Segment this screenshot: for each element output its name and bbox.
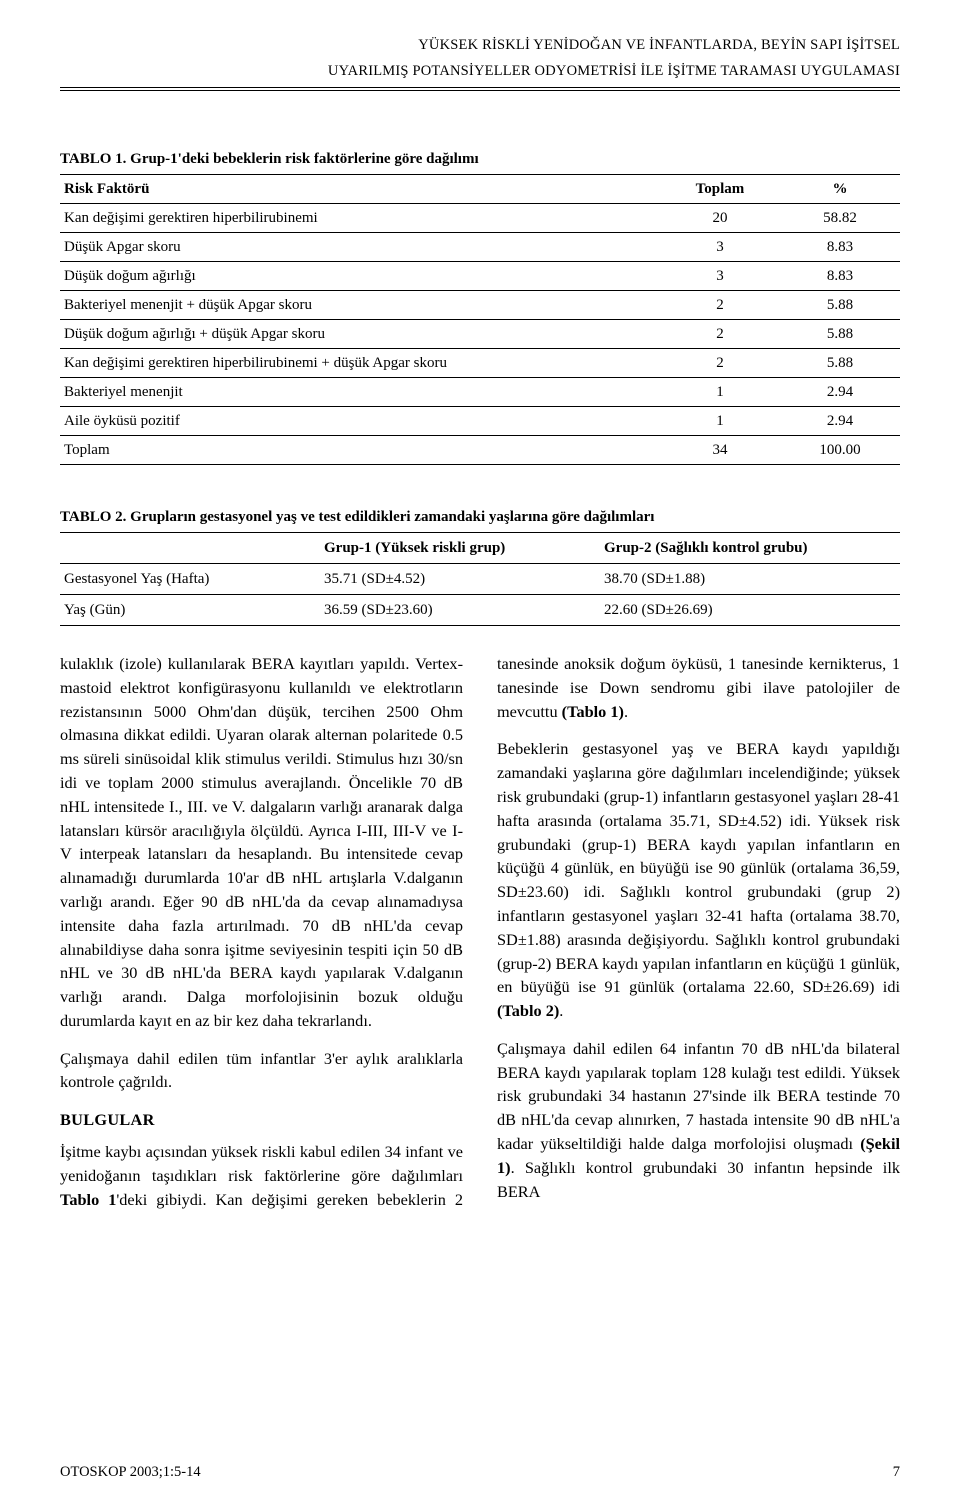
table2-h1: Grup-1 (Yüksek riskli grup) <box>320 533 600 564</box>
table-row: Kan değişimi gerektiren hiperbilirubinem… <box>60 204 900 233</box>
cell: 2.94 <box>780 378 900 407</box>
text-run: Çalışmaya dahil edilen 64 infantın 70 dB… <box>497 1039 900 1153</box>
cell: 34 <box>660 436 780 465</box>
cell: 5.88 <box>780 349 900 378</box>
text-run-bold: Tablo 1 <box>60 1190 116 1209</box>
table-row: Düşük Apgar skoru38.83 <box>60 233 900 262</box>
cell: 3 <box>660 262 780 291</box>
cell: Kan değişimi gerektiren hiperbilirubinem… <box>60 204 660 233</box>
cell: 2.94 <box>780 407 900 436</box>
text-run-bold: (Tablo 2) <box>497 1001 559 1020</box>
cell: 1 <box>660 378 780 407</box>
body-text: kulaklık (izole) kullanılarak BERA kayıt… <box>60 652 900 1214</box>
paragraph: Çalışmaya dahil edilen tüm infantlar 3'e… <box>60 1047 463 1095</box>
cell: Yaş (Gün) <box>60 595 320 626</box>
table2-caption: TABLO 2. Grupların gestasyonel yaş ve te… <box>60 509 900 526</box>
table-row: Düşük doğum ağırlığı + düşük Apgar skoru… <box>60 320 900 349</box>
cell: 2 <box>660 349 780 378</box>
table1-caption: TABLO 1. Grup-1'deki bebeklerin risk fak… <box>60 151 900 168</box>
cell: 35.71 (SD±4.52) <box>320 564 600 595</box>
text-run: 'deki gibiydi. Kan <box>116 1190 251 1209</box>
cell: Bakteriyel menenjit + düşük Apgar skoru <box>60 291 660 320</box>
running-head-line1: YÜKSEK RİSKLİ YENİDOĞAN VE İNFANTLARDA, … <box>60 36 900 56</box>
text-run: . <box>624 702 628 721</box>
running-head-line2: UYARILMIŞ POTANSİYELLER ODYOMETRİSİ İLE … <box>60 62 900 82</box>
table-row: Düşük doğum ağırlığı38.83 <box>60 262 900 291</box>
table-row: Kan değişimi gerektiren hiperbilirubinem… <box>60 349 900 378</box>
cell: 1 <box>660 407 780 436</box>
cell: Düşük doğum ağırlığı <box>60 262 660 291</box>
cell: Toplam <box>60 436 660 465</box>
cell: 8.83 <box>780 262 900 291</box>
cell: Düşük Apgar skoru <box>60 233 660 262</box>
header-rule <box>60 87 900 91</box>
section-heading: BULGULAR <box>60 1108 463 1132</box>
table-row: Toplam34100.00 <box>60 436 900 465</box>
cell: 5.88 <box>780 291 900 320</box>
text-run: İşitme kaybı açısından yüksek riskli kab… <box>60 1142 463 1185</box>
paragraph: Bebeklerin gestasyonel yaş ve BERA kaydı… <box>497 737 900 1022</box>
cell: Aile öyküsü pozitif <box>60 407 660 436</box>
cell: Bakteriyel menenjit <box>60 378 660 407</box>
cell: 2 <box>660 291 780 320</box>
table-row: Bakteriyel menenjit12.94 <box>60 378 900 407</box>
footer-page-number: 7 <box>893 1464 900 1481</box>
cell: 3 <box>660 233 780 262</box>
table2-h0 <box>60 533 320 564</box>
table1: Risk Faktörü Toplam % Kan değişimi gerek… <box>60 174 900 465</box>
cell: 100.00 <box>780 436 900 465</box>
text-run-bold: (Tablo 1) <box>562 702 624 721</box>
cell: 20 <box>660 204 780 233</box>
cell: 36.59 (SD±23.60) <box>320 595 600 626</box>
footer-journal: OTOSKOP 2003;1:5-14 <box>60 1464 201 1481</box>
table-row: Yaş (Gün)36.59 (SD±23.60)22.60 (SD±26.69… <box>60 595 900 626</box>
cell: 8.83 <box>780 233 900 262</box>
paragraph: Çalışmaya dahil edilen 64 infantın 70 dB… <box>497 1037 900 1203</box>
text-run: . <box>559 1001 563 1020</box>
table1-h2: % <box>780 175 900 204</box>
cell: 5.88 <box>780 320 900 349</box>
page-footer: OTOSKOP 2003;1:5-14 7 <box>60 1464 900 1481</box>
cell: Düşük doğum ağırlığı + düşük Apgar skoru <box>60 320 660 349</box>
text-run: Bebeklerin gestasyonel yaş ve BERA kaydı… <box>497 739 900 996</box>
cell: 2 <box>660 320 780 349</box>
table-row: Gestasyonel Yaş (Hafta)35.71 (SD±4.52)38… <box>60 564 900 595</box>
paragraph: kulaklık (izole) kullanılarak BERA kayıt… <box>60 652 463 1033</box>
table2-h2: Grup-2 (Sağlıklı kontrol grubu) <box>600 533 900 564</box>
table-row: Bakteriyel menenjit + düşük Apgar skoru2… <box>60 291 900 320</box>
table1-h1: Toplam <box>660 175 780 204</box>
cell: Kan değişimi gerektiren hiperbilirubinem… <box>60 349 660 378</box>
cell: Gestasyonel Yaş (Hafta) <box>60 564 320 595</box>
text-run: . Sağlıklı kontrol grubundaki 30 infantı… <box>497 1158 900 1201</box>
table-row: Aile öyküsü pozitif12.94 <box>60 407 900 436</box>
table1-h0: Risk Faktörü <box>60 175 660 204</box>
cell: 38.70 (SD±1.88) <box>600 564 900 595</box>
cell: 58.82 <box>780 204 900 233</box>
cell: 22.60 (SD±26.69) <box>600 595 900 626</box>
table2: Grup-1 (Yüksek riskli grup) Grup-2 (Sağl… <box>60 532 900 626</box>
